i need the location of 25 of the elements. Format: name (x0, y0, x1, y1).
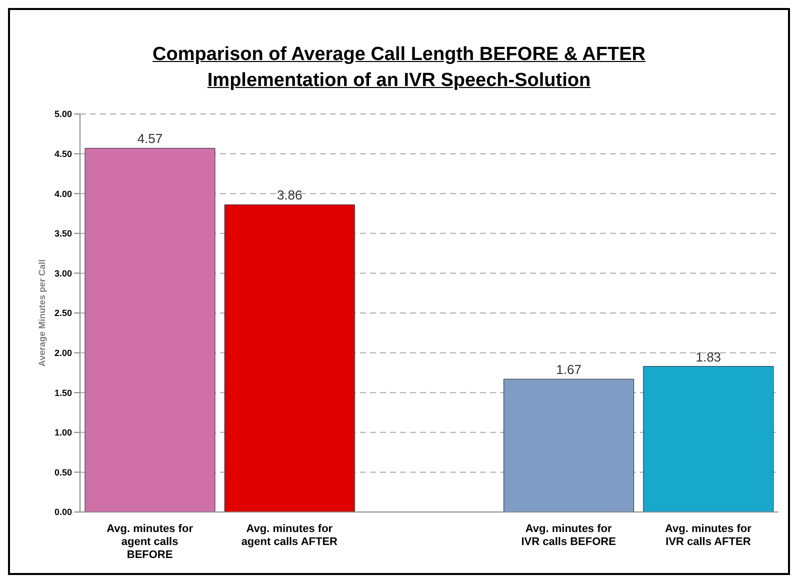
y-axis-title: Average Minutes per Call (37, 259, 48, 367)
chart-title: Comparison of Average Call Length BEFORE & AFTER Implementation of an IVR Speech-Solution (152, 43, 646, 93)
data-label: 1.83 (696, 349, 722, 364)
x-tick-label: Avg. minutes for agent calls AFTER (241, 523, 338, 548)
data-label: 1.67 (556, 362, 582, 378)
y-tick-label: 0.00 (54, 507, 72, 518)
y-tick-label: 3.50 (54, 228, 72, 239)
x-tick-label: Avg. minutes for IVR calls AFTER (665, 523, 752, 548)
x-tick-label: Avg. minutes for IVR calls BEFORE (521, 523, 616, 548)
y-tick-label: 1.00 (54, 428, 72, 438)
data-label: 3.86 (276, 188, 302, 203)
data-label: 4.57 (137, 131, 163, 146)
y-tick-label: 1.50 (54, 388, 72, 398)
y-tick-label: 4.00 (54, 188, 72, 199)
y-tick-label: 2.00 (54, 348, 72, 358)
bar (643, 366, 774, 512)
y-tick-label: 5.00 (54, 109, 72, 120)
bar (84, 148, 216, 512)
x-tick-label: Avg. minutes for agent calls BEFORE (106, 523, 194, 561)
y-tick-label: 4.50 (54, 148, 72, 159)
y-tick-label: 3.00 (54, 268, 72, 278)
bar (224, 204, 355, 512)
y-tick-label: 0.50 (54, 467, 72, 478)
y-tick-label: 2.50 (54, 308, 72, 318)
bar (504, 378, 634, 512)
